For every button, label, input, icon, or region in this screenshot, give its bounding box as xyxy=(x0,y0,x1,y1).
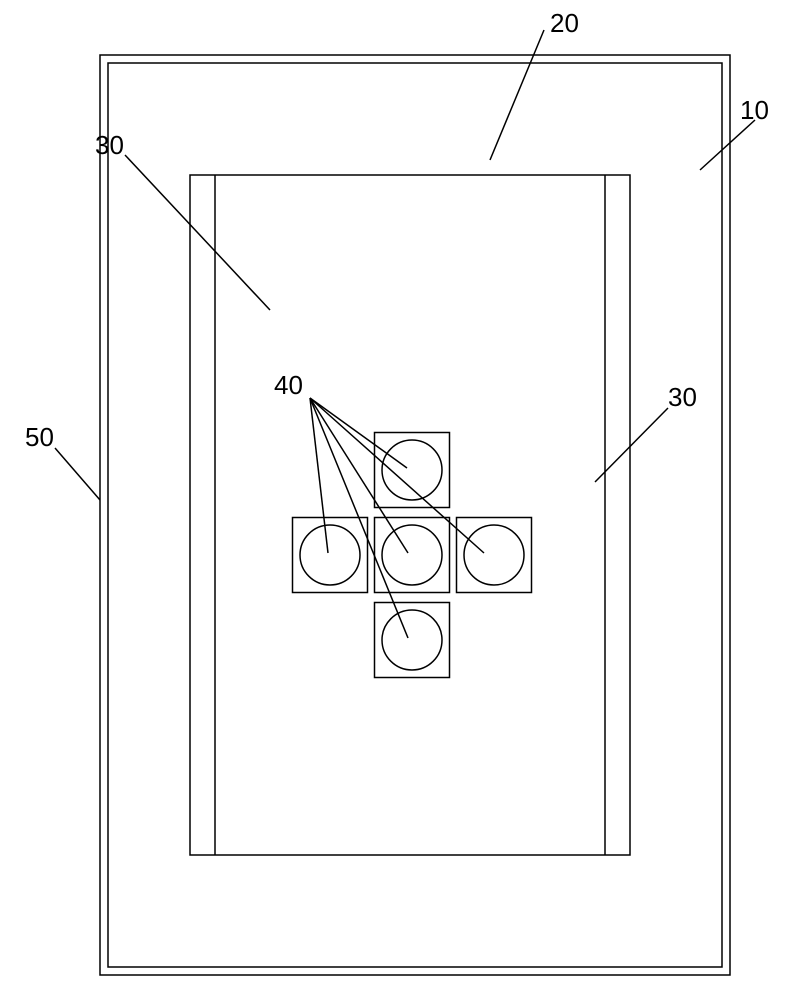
label-30-right: 30 xyxy=(668,382,697,413)
label-50: 50 xyxy=(25,422,54,453)
label-30-left: 30 xyxy=(95,130,124,161)
label-40: 40 xyxy=(274,370,303,401)
label-10: 10 xyxy=(740,95,769,126)
label-20: 20 xyxy=(550,8,579,39)
